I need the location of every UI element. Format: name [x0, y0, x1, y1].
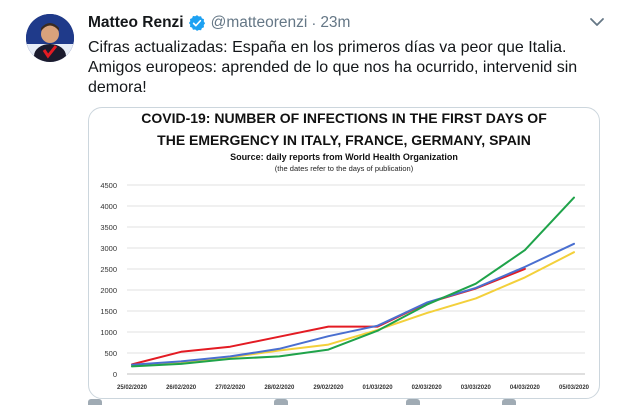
y-tick-label: 1000 [100, 328, 117, 337]
y-tick-label: 4000 [100, 202, 117, 211]
tweet-media-chart[interactable]: COVID-19: NUMBER OF INFECTIONS IN THE FI… [88, 107, 600, 399]
chart-title-line1: COVID-19: NUMBER OF INFECTIONS IN THE FI… [141, 110, 547, 126]
x-tick-label: 25/02/2020 [117, 385, 148, 391]
x-tick-label: 03/03/2020 [461, 385, 492, 391]
series-line-germany [131, 242, 575, 366]
tweet-header: Matteo Renzi @matteorenzi · 23m [88, 12, 350, 34]
chart-y-ticks: 0 500 1000 1500 2000 2500 3000 3500 4000 4500 [100, 181, 117, 379]
author-name[interactable]: Matteo Renzi [88, 14, 184, 31]
author-handle[interactable]: @matteorenzi [210, 14, 308, 31]
y-tick-label: 2000 [100, 286, 117, 295]
y-tick-label: 0 [113, 370, 117, 379]
avatar[interactable] [26, 14, 74, 62]
tweet-text-line: Cifras actualizadas: España en los prime… [88, 39, 567, 56]
share-icon[interactable] [502, 399, 516, 405]
y-tick-label: 3500 [100, 223, 117, 232]
tweet-text-line: demora! [88, 79, 147, 96]
y-tick-label: 2500 [100, 265, 117, 274]
tweet-text: Cifras actualizadas: España en los prime… [88, 38, 608, 98]
x-tick-label: 05/03/2020 [559, 385, 590, 391]
like-icon[interactable] [406, 399, 420, 405]
x-tick-label: 01/03/2020 [363, 385, 394, 391]
tweet-timestamp[interactable]: 23m [320, 14, 351, 31]
chart-title-line2: THE EMERGENCY IN ITALY, FRANCE, GERMANY,… [157, 132, 531, 148]
avatar-image [26, 14, 74, 62]
y-tick-label: 3000 [100, 244, 117, 253]
reply-icon[interactable] [88, 399, 102, 405]
chart-note: (the dates refer to the days of publicat… [275, 164, 414, 173]
verified-badge-icon [188, 15, 205, 31]
x-tick-label: 26/02/2020 [166, 385, 197, 391]
chart-series [131, 196, 575, 368]
chart-subtitle: Source: daily reports from World Health … [230, 152, 458, 162]
retweet-icon[interactable] [274, 399, 288, 405]
x-tick-label: 28/02/2020 [264, 385, 295, 391]
tweet-actions [88, 399, 568, 405]
tweet-text-line: Amigos europeos: aprended de lo que nos … [88, 59, 578, 76]
chevron-down-icon[interactable] [589, 16, 605, 28]
y-tick-label: 1500 [100, 307, 117, 316]
y-tick-label: 4500 [100, 181, 117, 190]
chart-x-ticks: 25/02/2020 26/02/2020 27/02/2020 28/02/2020… [117, 385, 590, 391]
x-tick-label: 04/03/2020 [510, 385, 541, 391]
x-tick-label: 02/03/2020 [412, 385, 443, 391]
chart-gridlines [127, 184, 585, 375]
x-tick-label: 29/02/2020 [313, 385, 344, 391]
y-tick-label: 500 [104, 349, 117, 358]
covid-line-chart: COVID-19: NUMBER OF INFECTIONS IN THE FI… [100, 110, 590, 391]
separator-dot: · [311, 14, 317, 32]
series-line-spain [131, 196, 575, 368]
x-tick-label: 27/02/2020 [215, 385, 246, 391]
